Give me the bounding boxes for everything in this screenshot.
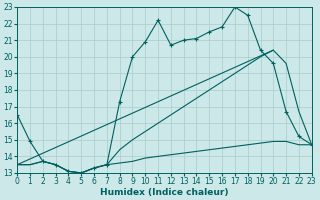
X-axis label: Humidex (Indice chaleur): Humidex (Indice chaleur) — [100, 188, 229, 197]
